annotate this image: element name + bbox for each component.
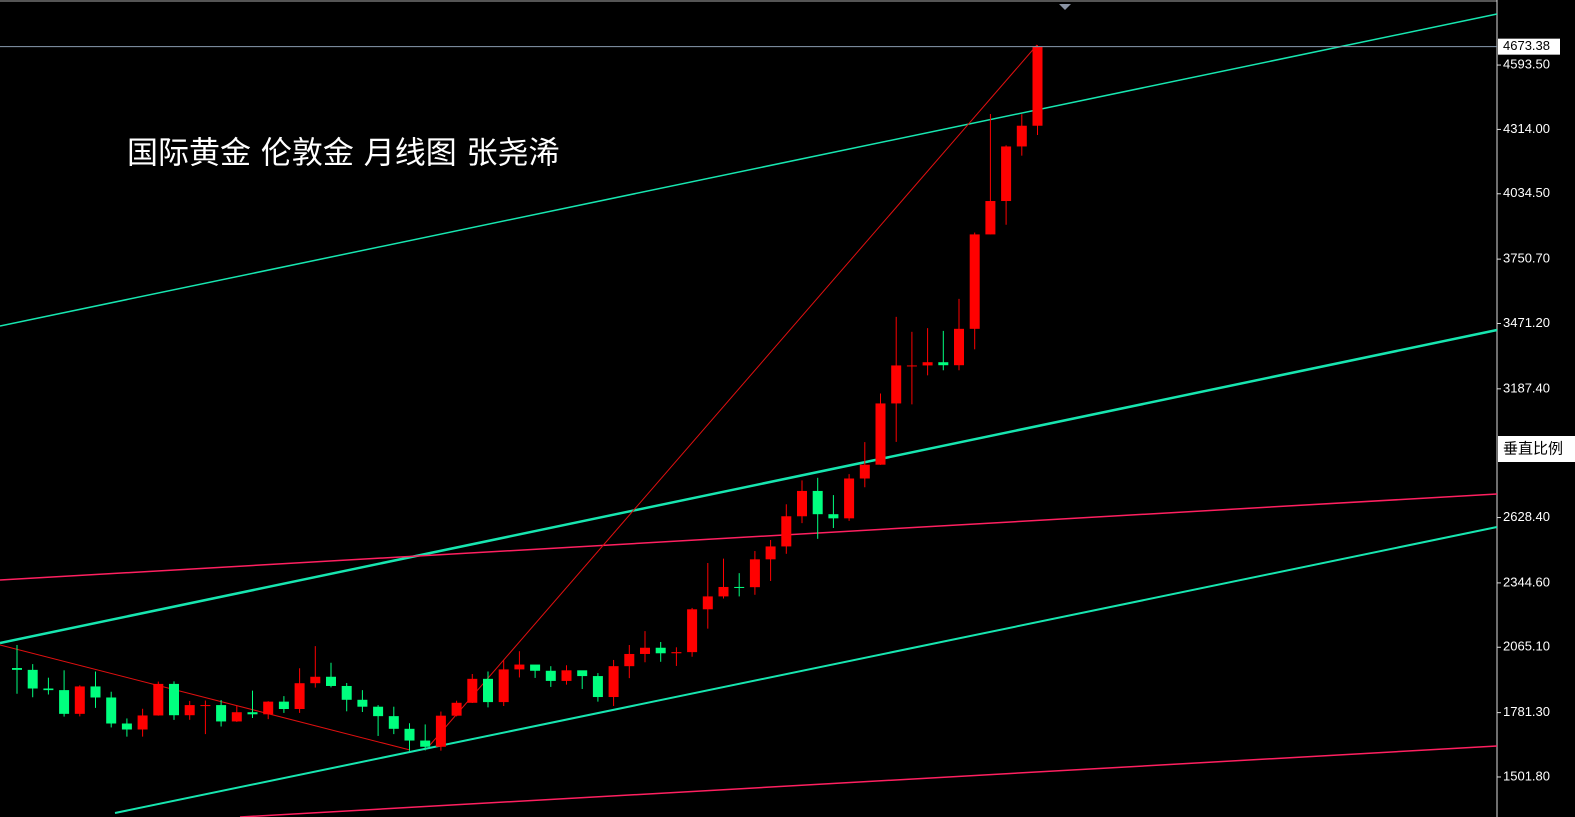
candle-body [577,670,588,677]
scale-button-bg [1498,436,1575,462]
trend-line [0,13,1498,327]
candle-body [718,586,729,597]
candle-body [498,669,509,703]
trend-line [429,44,1038,746]
candle-body [875,403,886,465]
candle-body [278,701,289,710]
y-tick-label: 4314.00 [1503,121,1550,136]
candle-body [640,647,650,654]
candle-body [59,690,70,714]
candle-body [451,702,462,716]
current-price-label: 4673.38 [1503,38,1550,53]
candle-body [530,664,541,671]
candle-body [74,686,85,714]
candle-body [404,728,415,741]
candle-body [153,683,164,716]
candle-body [341,685,352,700]
y-tick-label: 4593.50 [1503,56,1550,71]
current-price-box [1498,38,1560,55]
candle-body [954,328,964,366]
candle-body [545,670,556,681]
candle-body [420,740,431,747]
candle-body [624,653,635,667]
candle-body [106,697,117,724]
candle-body [922,362,933,366]
candle-body [781,516,792,547]
scale-button[interactable]: 垂直比例 [1498,436,1575,462]
candle-body [592,676,603,698]
y-tick-label: 2344.60 [1503,574,1550,589]
trend-line [0,644,411,751]
trend-lines [0,13,1498,817]
candle-body [326,676,336,686]
candle-body [702,596,713,610]
candle-body [1016,125,1027,147]
candle-body [294,683,305,710]
candle-body [231,712,242,722]
candle-body [357,699,368,707]
candle-body [655,647,666,654]
trend-line [239,745,1498,817]
chart-title: 国际黄金 伦敦金 月线图 张尧浠 [127,136,560,172]
candle-body [137,715,148,730]
candle-body [812,490,823,515]
candle-body [90,686,101,698]
candle-body [200,705,211,707]
y-tick-label: 3471.20 [1503,315,1550,330]
candle-body [247,712,258,715]
candle-body [734,586,745,588]
candle-body [561,670,572,681]
candle-body [1001,146,1012,202]
candle-body [906,365,917,367]
candle-body [310,676,321,684]
candle-body [467,678,478,703]
candle-body [938,362,949,366]
candle-body [859,464,870,479]
candle-body [216,705,227,722]
candle-body [608,666,619,698]
scroll-marker [1059,4,1071,10]
candle-body [373,706,384,717]
candle-body [891,365,902,404]
candle-body [169,683,179,716]
candle-body [687,609,698,653]
candle-body [483,678,493,703]
candle-body [263,701,274,715]
y-tick-label: 1501.80 [1503,768,1550,783]
trend-line [114,526,1498,814]
trend-line [0,328,1498,645]
candle-body [121,723,132,730]
scale-button-label[interactable]: 垂直比例 [1503,440,1563,458]
candle-body [27,669,38,689]
y-tick-label: 4034.50 [1503,185,1550,200]
y-tick-label: 3187.40 [1503,380,1550,395]
candle-body [388,716,399,729]
candle-body [765,546,776,560]
candle-body [43,688,54,691]
candle-body [514,664,525,670]
candle-body [969,234,980,329]
y-tick-label: 2628.40 [1503,509,1550,524]
candle-body [435,715,446,747]
y-tick-label: 3750.70 [1503,251,1550,266]
candle-body [1032,46,1043,126]
candle-body [749,559,760,588]
candle-body [797,490,807,517]
candle-body [985,201,996,235]
candle-body [844,478,855,519]
candle-body [828,514,839,519]
candle-body [12,668,22,670]
candle-body [671,652,682,654]
trend-line [0,493,1498,581]
y-tick-label: 1781.30 [1503,704,1550,719]
y-tick-label: 2065.10 [1503,639,1550,654]
candle-body [184,705,195,716]
